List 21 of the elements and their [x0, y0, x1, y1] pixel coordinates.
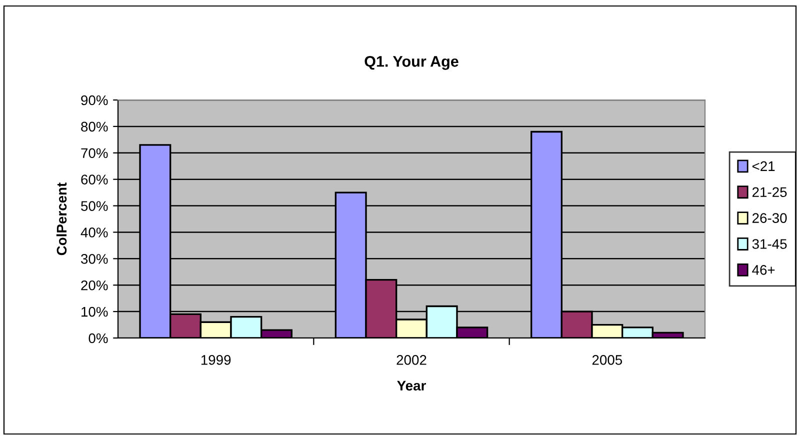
y-tick-label: 70%: [81, 148, 108, 158]
legend-label: 26-30: [752, 213, 787, 223]
y-tick-label: 20%: [81, 280, 108, 290]
legend-label: 31-45: [752, 239, 787, 249]
chart-title: Q1. Your Age: [364, 56, 458, 70]
y-tick-label: 0%: [88, 333, 108, 344]
x-tick-label: 2002: [396, 355, 426, 365]
legend-label: <21: [752, 161, 775, 171]
x-tick-label: 2005: [592, 355, 622, 365]
y-axis-title: ColPercent: [56, 182, 67, 256]
legend-label: 46+: [752, 265, 775, 275]
y-tick-label: 90%: [81, 95, 108, 106]
y-tick-label: 40%: [80, 228, 108, 238]
y-tick-label: 80%: [81, 122, 108, 132]
y-tick-label: 60%: [81, 174, 108, 185]
y-tick-label: 30%: [81, 254, 108, 264]
legend-label: 21-25: [752, 187, 787, 198]
x-axis-title: Year: [397, 380, 426, 391]
x-tick-label: 1999: [201, 355, 231, 365]
y-tick-label: 10%: [82, 306, 108, 317]
y-tick-label: 50%: [81, 201, 108, 211]
